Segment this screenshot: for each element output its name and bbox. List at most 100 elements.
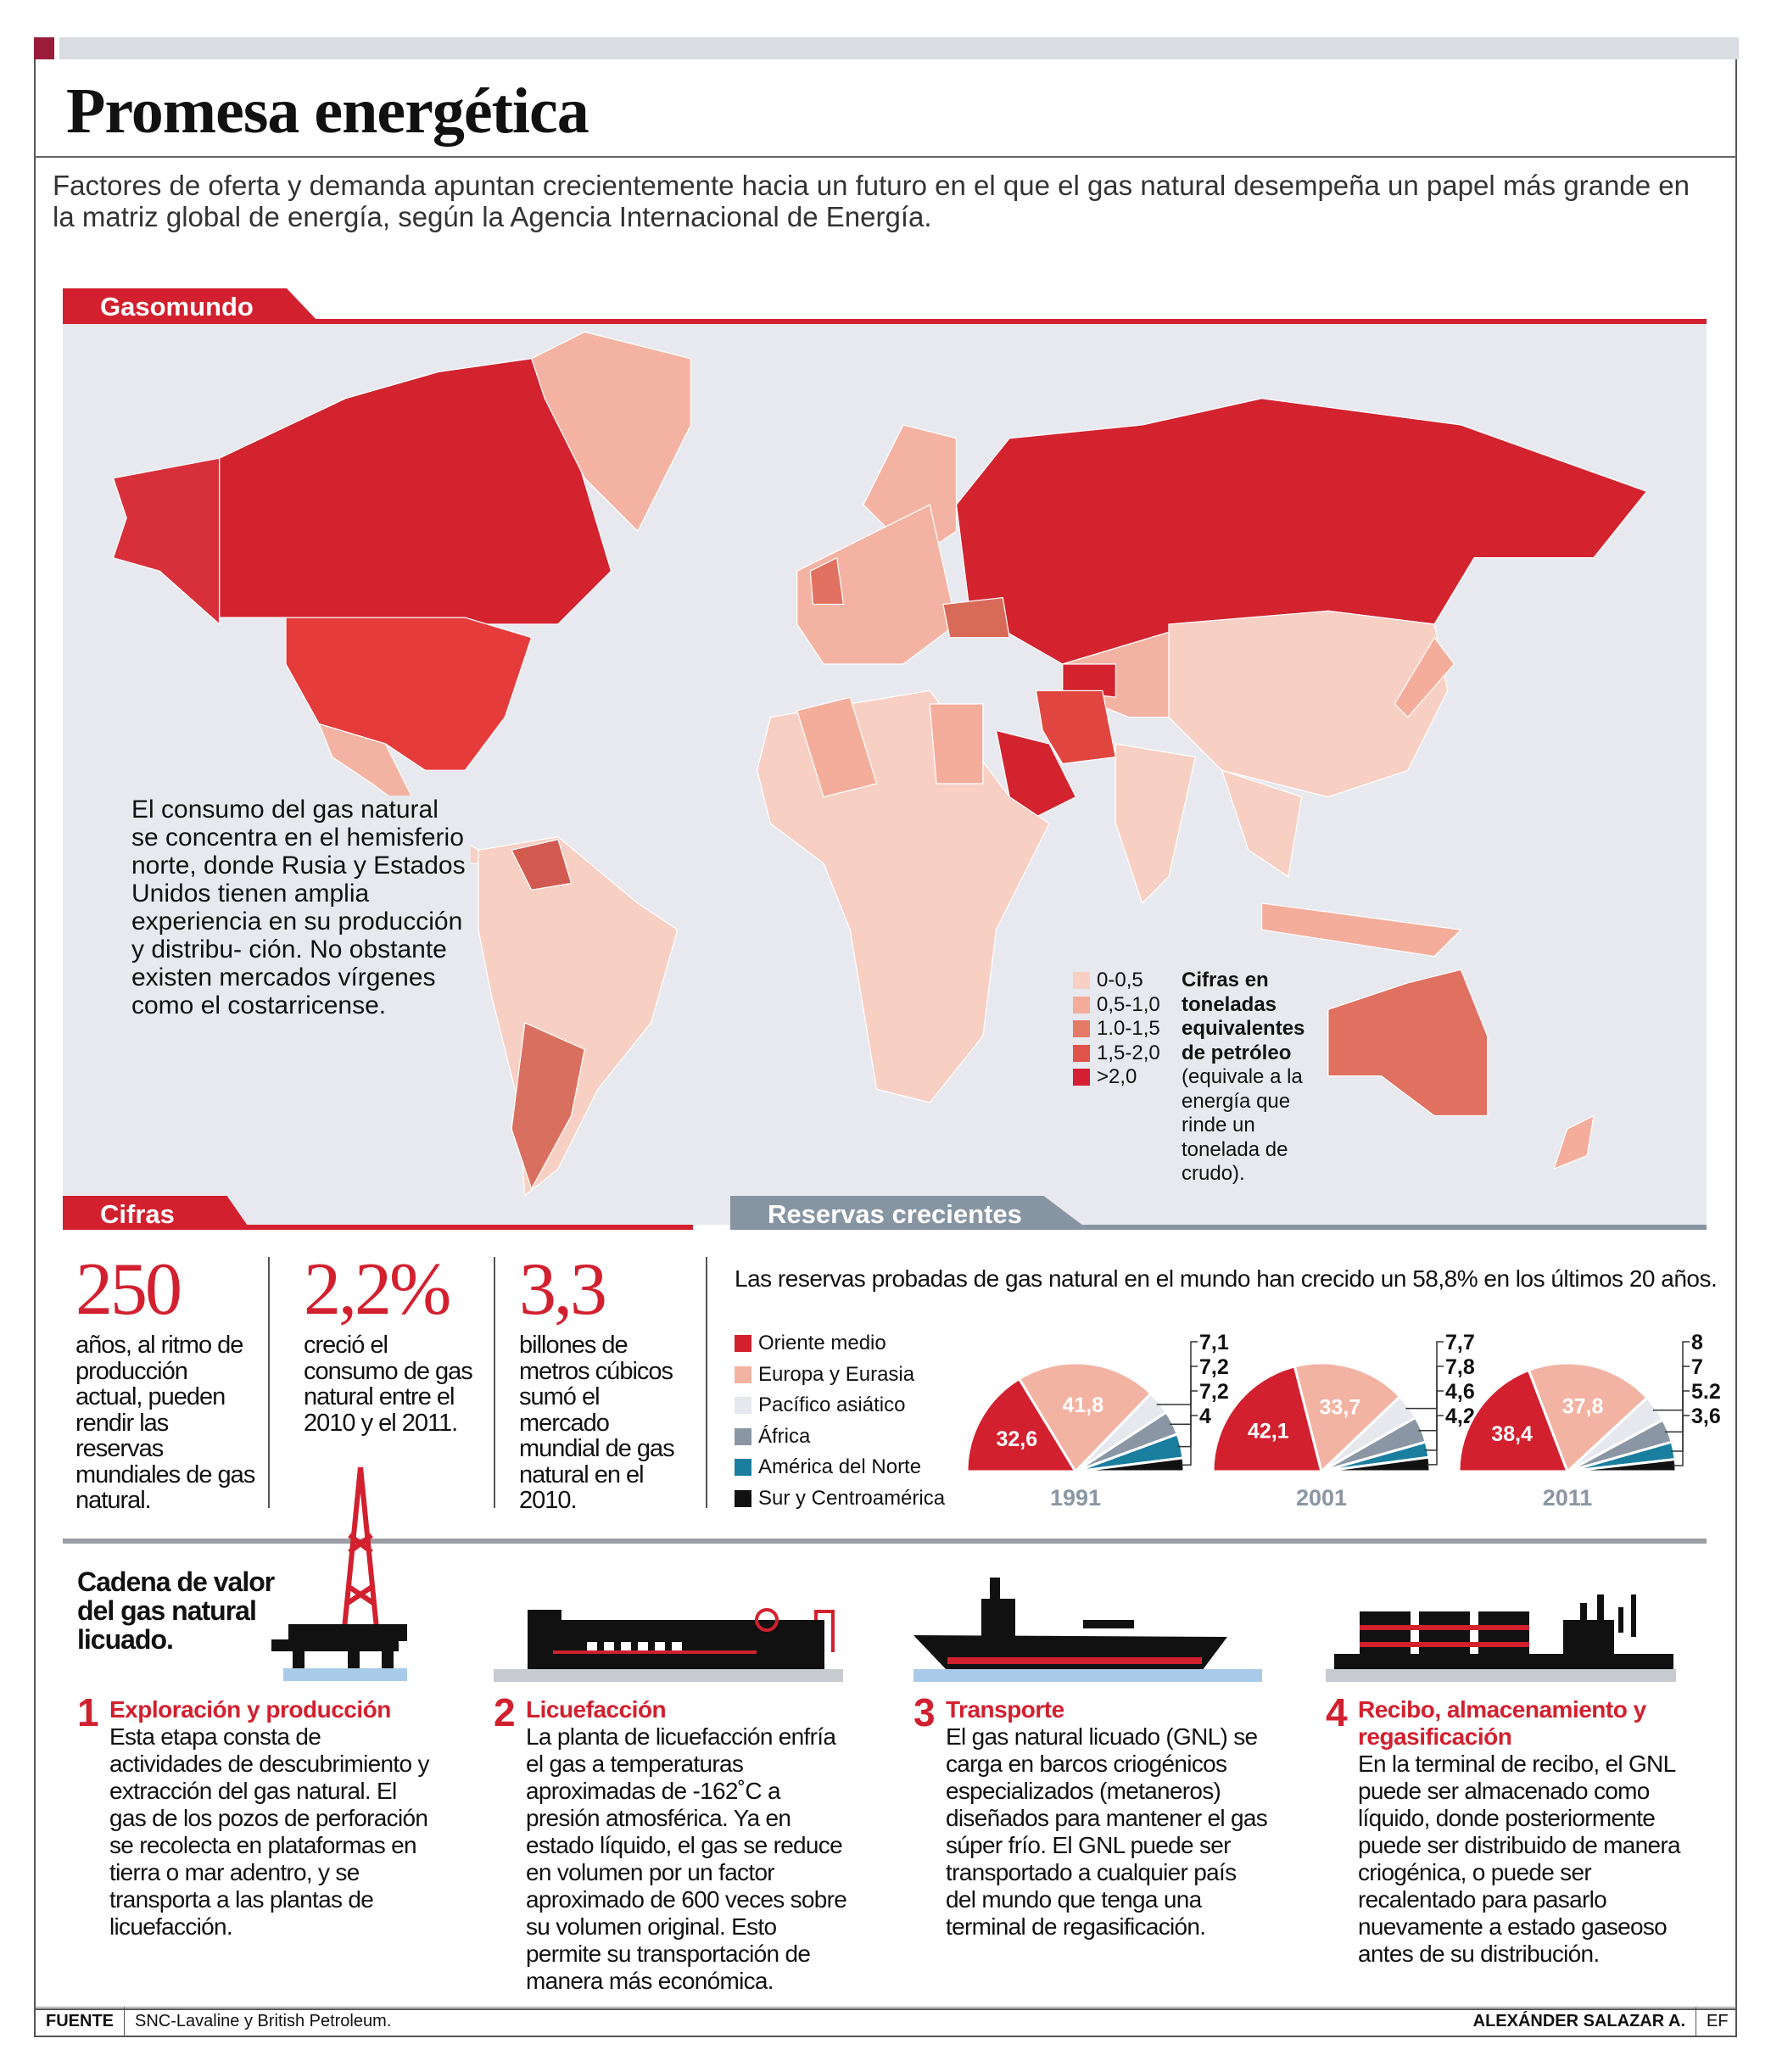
reserves-text: Las reservas probadas de gas natural en … xyxy=(735,1265,1718,1292)
legend-label: Pacífico asiático xyxy=(758,1393,906,1416)
region-india xyxy=(1115,743,1197,905)
reserves-pie-charts: 32,641,87,17,27,24199142,133,77,77,84,64… xyxy=(965,1331,1721,1511)
map-description: El consumo del gas natural se concentra … xyxy=(131,796,471,1019)
legend-swatch xyxy=(735,1489,751,1507)
stat-text: creció el consumo de gas natural entre e… xyxy=(304,1332,473,1437)
leader-line xyxy=(1156,1341,1198,1405)
pie-value-label: 3,6 xyxy=(1691,1405,1721,1428)
leader-line xyxy=(1177,1390,1198,1448)
legend-label: América del Norte xyxy=(758,1455,922,1478)
pie-value-label: 38,4 xyxy=(1491,1422,1533,1446)
world-map xyxy=(63,324,1707,1225)
pie-value-label: 37,8 xyxy=(1562,1395,1604,1419)
step-title: Exploración y producción xyxy=(109,1696,391,1723)
footer: FUENTE SNC-Lavaline y British Petroleum.… xyxy=(34,2007,1737,2037)
legend-label: Oriente medio xyxy=(758,1332,886,1354)
region-iran xyxy=(1035,690,1117,765)
legend-label: Europa y Eurasia xyxy=(758,1362,915,1386)
pie-slice xyxy=(1017,1361,1154,1474)
agency: EF xyxy=(1707,2012,1729,2030)
pie-value-label: 4,6 xyxy=(1445,1380,1475,1404)
pie-legend-item: Sur y Centroamérica xyxy=(735,1483,945,1515)
legend-swatch xyxy=(735,1366,751,1383)
region-argentina xyxy=(511,1021,585,1191)
pie-year-label: 2001 xyxy=(1296,1485,1347,1511)
pie-slice xyxy=(1211,1365,1323,1473)
region-china xyxy=(1168,610,1449,798)
leader-line xyxy=(1665,1366,1690,1433)
legend-swatch xyxy=(1073,1069,1090,1086)
page-title: Promesa energética xyxy=(66,75,589,147)
region-south-america xyxy=(478,835,679,1197)
map-legend: 0-0,5 0,5-1,0 1.0-1,5 1,5-2,0 >2,0 xyxy=(1073,969,1160,1090)
pie-legend-item: África xyxy=(735,1421,945,1453)
step-number: 2 xyxy=(494,1690,516,1734)
pie-legend: Oriente medio Europa y Eurasia Pacífico as… xyxy=(735,1328,945,1514)
legend-label: 0,5-1,0 xyxy=(1097,992,1160,1016)
stat-value: 2,2% xyxy=(304,1248,451,1331)
region-saudi-arabia xyxy=(995,729,1077,818)
legend-note: Cifras en toneladas equivalentes de petr… xyxy=(1182,969,1326,1187)
region-alaska xyxy=(112,457,221,626)
leader-line xyxy=(1418,1366,1444,1432)
stat-value: 250 xyxy=(75,1248,182,1331)
region-usa xyxy=(285,617,533,771)
stat-text: años, al ritmo de producción actual, pue… xyxy=(75,1332,255,1514)
legend-swatch xyxy=(735,1427,751,1445)
legend-note-title: Cifras en toneladas equivalentes de petr… xyxy=(1182,969,1305,1064)
value-chain-step: 3 Transporte El gas natural licuado (GNL) … xyxy=(913,1689,1270,1941)
step-title: Licuefacción xyxy=(526,1696,667,1723)
step-number: 1 xyxy=(77,1690,99,1734)
pie-legend-item: Oriente medio xyxy=(735,1328,945,1360)
value-chain-step: 2 Licuefacción La planta de licuefacción e… xyxy=(494,1689,850,1995)
leader-line xyxy=(1424,1390,1444,1451)
author: ALEXÁNDER SALAZAR A. xyxy=(1463,2008,1696,2036)
region-egypt xyxy=(929,703,984,785)
pie-value-label: 41,8 xyxy=(1063,1393,1104,1417)
liquefaction-plant-illustration xyxy=(494,1608,843,1682)
region-japan xyxy=(1394,636,1455,718)
legend-swatch xyxy=(1073,1020,1090,1038)
pie-value-label: 32,6 xyxy=(997,1427,1038,1451)
region-europe xyxy=(796,504,958,665)
region-southeast-asia xyxy=(1221,769,1303,878)
oil-rig-illustration xyxy=(271,1466,407,1681)
frame xyxy=(34,59,1737,2010)
divider xyxy=(63,1225,693,1230)
divider xyxy=(63,1539,1707,1544)
pie-value-label: 7,2 xyxy=(1199,1380,1229,1404)
legend-swatch xyxy=(1073,996,1090,1014)
pie-value-label: 7,2 xyxy=(1199,1355,1229,1379)
stat-reserves-years: 250 años, al ritmo de producción actual,… xyxy=(75,1247,258,1514)
step-title: Transporte xyxy=(946,1696,1064,1723)
legend-item: >2,0 xyxy=(1073,1065,1160,1090)
pie-slice xyxy=(1457,1368,1570,1473)
divider xyxy=(494,1257,495,1508)
pie-value-label: 33,7 xyxy=(1320,1396,1361,1420)
source-text: SNC-Lavaline y British Petroleum. xyxy=(135,2012,392,2030)
pie-slice xyxy=(1293,1361,1402,1474)
divider xyxy=(34,156,1737,158)
step-text: En la terminal de recibo, el GNL puede s… xyxy=(1358,1751,1681,1967)
divider xyxy=(706,1257,707,1508)
pie-year-label: 1991 xyxy=(1050,1485,1101,1511)
pie-value-label: 7,8 xyxy=(1445,1355,1475,1379)
leader-line xyxy=(1670,1390,1690,1452)
step-number: 3 xyxy=(913,1690,936,1734)
source-label: FUENTE xyxy=(36,2008,125,2036)
pie-value-label: 8 xyxy=(1691,1331,1703,1354)
legend-label: África xyxy=(758,1424,811,1448)
legend-label: Sur y Centroamérica xyxy=(758,1486,946,1510)
legend-label: >2,0 xyxy=(1097,1065,1137,1088)
pie-legend-item: Europa y Eurasia xyxy=(735,1360,945,1391)
pie-year-label: 2011 xyxy=(1543,1485,1593,1511)
region-indonesia xyxy=(1260,902,1462,958)
divider xyxy=(63,319,1707,324)
legend-item: 0,5-1,0 xyxy=(1073,993,1160,1018)
lng-ship-illustration xyxy=(913,1578,1262,1682)
legend-swatch xyxy=(735,1459,751,1477)
legend-label: 1,5-2,0 xyxy=(1097,1041,1160,1064)
region-venezuela xyxy=(511,839,573,891)
region-uk xyxy=(809,556,845,606)
legend-swatch xyxy=(735,1335,751,1353)
